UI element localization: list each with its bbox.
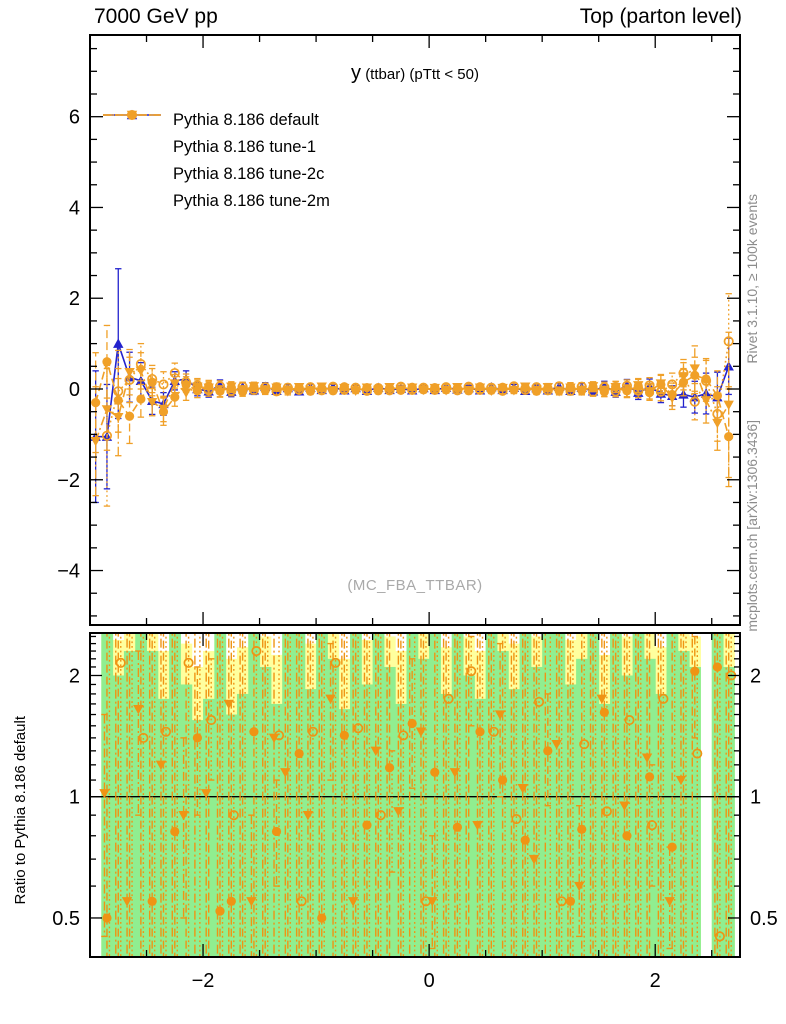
svg-text:−4: −4 — [57, 561, 80, 583]
svg-text:−2: −2 — [57, 470, 80, 492]
plot-title: y (ttbar) (pTtt < 50) — [90, 62, 740, 85]
svg-text:2: 2 — [650, 970, 661, 992]
legend-item-tune-2m: Pythia 8.186 tune-2m — [101, 109, 330, 215]
plot-title-rest: (ttbar) (pTtt < 50) — [365, 66, 479, 83]
plot-title-symbol: y — [351, 62, 362, 84]
legend-swatch-tune-1-icon — [101, 110, 163, 156]
legend-item-tune-1: Pythia 8.186 tune-1 — [101, 110, 330, 161]
ratio-series-tune-2m — [108, 633, 737, 957]
header-process: Top (parton level) — [579, 5, 742, 28]
svg-text:2: 2 — [750, 665, 761, 687]
legend-swatch-tune-2m-icon — [101, 109, 163, 210]
svg-text:0: 0 — [69, 379, 80, 401]
legend-label-tune-2m: Pythia 8.186 tune-2m — [173, 192, 330, 210]
svg-text:0: 0 — [424, 970, 435, 992]
ratio-series-tune-2c — [102, 633, 730, 957]
svg-text:−2: −2 — [192, 970, 215, 992]
svg-text:1: 1 — [750, 787, 761, 809]
legend-swatch-tune-2c-icon — [101, 110, 163, 183]
rivet-version-caption: Rivet 3.1.10, ≥ 100k events — [744, 194, 760, 364]
ratio-series-tune-1 — [99, 633, 727, 957]
svg-text:0.5: 0.5 — [750, 908, 778, 930]
svg-text:4: 4 — [69, 197, 80, 219]
main-series-2 — [91, 324, 734, 488]
header-beam-energy: 7000 GeV pp — [94, 5, 218, 28]
svg-text:2: 2 — [69, 288, 80, 310]
legend-label-default: Pythia 8.186 default — [173, 111, 319, 129]
main-series-3 — [101, 293, 734, 507]
svg-text:0.5: 0.5 — [52, 908, 80, 930]
legend-label-tune-1: Pythia 8.186 tune-1 — [173, 138, 317, 156]
legend-label-tune-2c: Pythia 8.186 tune-2c — [173, 165, 325, 183]
svg-text:6: 6 — [69, 107, 80, 129]
svg-text:1: 1 — [69, 787, 80, 809]
main-series-1 — [90, 331, 734, 497]
legend-item-tune-2c: Pythia 8.186 tune-2c — [101, 110, 330, 188]
axes — [89, 34, 741, 958]
analysis-watermark: (MC_FBA_TTBAR) — [347, 577, 483, 594]
tick-labels: −4 −2 0 2 4 6 0.5 0.5 1 1 2 2 −2 0 2 — [52, 107, 778, 992]
ratio-axis-label: Ratio to Pythia 8.186 default — [12, 715, 29, 904]
mcplots-arxiv-caption: mcplots.cern.ch [arXiv:1306.3436] — [744, 420, 760, 632]
legend: Pythia 8.186 default Pythia 8.186 tune-1… — [101, 107, 330, 215]
svg-text:2: 2 — [69, 665, 80, 687]
